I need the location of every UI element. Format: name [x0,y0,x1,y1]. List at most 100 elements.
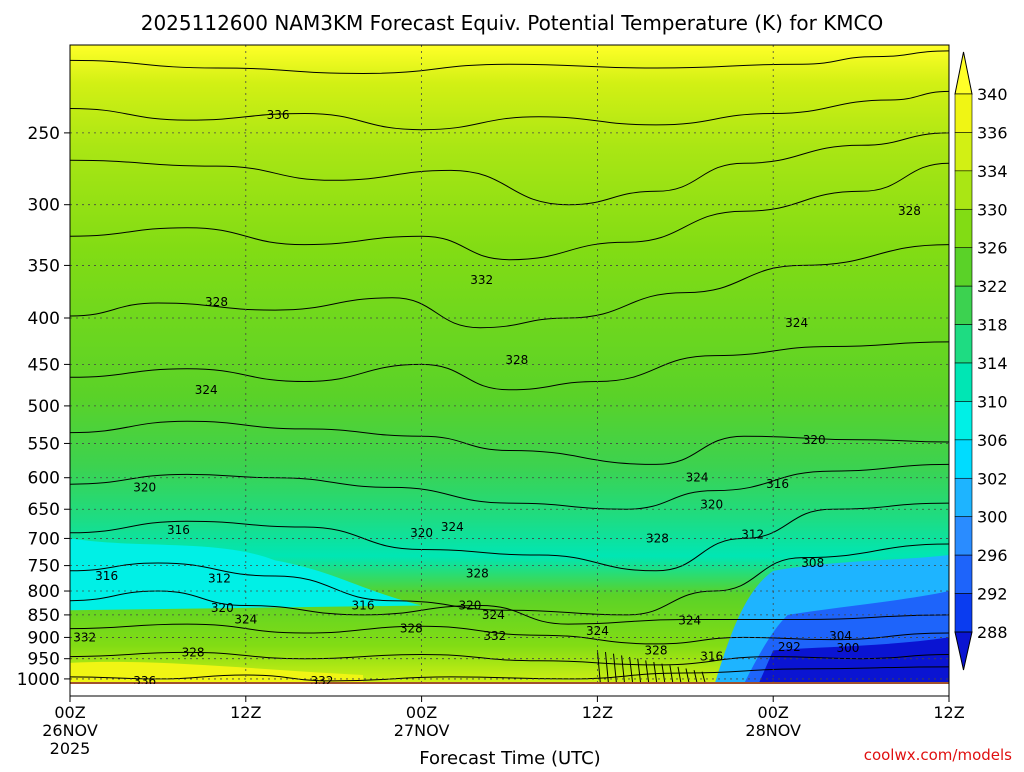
y-tick-label: 700 [28,529,60,549]
contour-label: 320 [803,433,826,447]
colorbar-swatch [954,554,973,594]
contour-line [685,668,690,683]
contour-label: 332 [470,273,493,287]
contour-label: 320 [700,497,723,511]
colorbar-label: 318 [977,316,1008,335]
colorbar-label: 292 [977,585,1008,604]
y-tick-label: 800 [28,582,60,602]
contour-label: 328 [898,204,921,218]
contour-label: 320 [410,526,433,540]
contour-label: 312 [208,572,231,586]
contour-line [653,661,658,683]
y-tick-label: 400 [28,309,60,329]
colorbar-swatch [954,477,973,518]
contour-label: 320 [211,601,234,615]
contour-label: 332 [311,674,334,688]
contour-line [70,162,949,261]
plot-area: 336 332 328 328 324 328 324 320 324 316 320 320 316 3… [70,45,949,688]
contour-label: 332 [483,629,506,643]
y-tick-label: 350 [28,256,60,276]
contour-line [596,650,601,683]
contour-label: 300 [836,641,859,655]
contour-line [645,660,650,683]
contour-label: 308 [801,556,824,570]
x-tick-time: 00Z [54,703,85,722]
contour-line [701,671,706,683]
colorbar-swatch [954,132,973,172]
colorbar-swatch [954,247,973,287]
colorbar-swatch [954,516,973,556]
colorbar-bottom-arrow [954,631,973,671]
contour-label: 316 [352,599,375,613]
contour-label: 324 [785,316,808,330]
colorbar-swatch [954,170,973,210]
contour-label: 320 [133,480,156,494]
colorbar-top-arrow [954,51,973,95]
colorbar-label: 310 [977,392,1008,411]
contour-label: 324 [678,613,701,627]
x-tick-date: 27NOV [394,721,450,740]
contour-label: 324 [195,383,218,397]
contour-label: 316 [167,523,190,537]
source-label: coolwx.com/models [864,746,1012,764]
contour-label: 316 [700,650,723,664]
x-tick-time: 12Z [933,703,964,722]
contour-label: 328 [466,566,489,580]
contour-label: 328 [400,622,423,636]
contour-label: 332 [73,630,96,644]
x-tick-time: 12Z [582,703,613,722]
contour-label: 336 [133,674,156,688]
contour-line [677,666,682,683]
contour-label: 328 [205,295,228,309]
contour-label: 292 [778,640,801,654]
contour-label: 336 [267,108,290,122]
plot-frame [69,44,950,697]
contour-line [605,651,609,683]
x-tick-time: 12Z [230,703,261,722]
y-tick-label: 950 [28,650,60,670]
y-tick-label: 500 [28,397,60,417]
colorbar-swatch [954,362,973,402]
y-tick-label: 850 [28,606,60,626]
y-tick-label: 600 [28,469,60,489]
grid-lines [70,45,949,684]
y-tick-label: 550 [28,434,60,454]
colorbar-label: 336 [977,123,1008,142]
contour-line [70,463,949,510]
colorbar-swatch [954,208,973,249]
contour-label: 312 [741,527,764,541]
colorbar: 340 336 334 330 326 322 318 314 310 306 302 300 296 2… [954,51,1008,671]
contour-lines [70,50,949,683]
x-tick-date: 28NOV [745,721,801,740]
terrain-strip [70,682,949,684]
contour-label: 304 [829,629,852,643]
x-axis-label: Forecast Time (UTC) [419,748,600,768]
colorbar-swatch [954,324,973,364]
contour-label: 320 [458,599,481,613]
colorbar-label: 302 [977,469,1008,488]
y-tick-label: 750 [28,557,60,577]
chart-title: 2025112600 NAM3KM Forecast Equiv. Potent… [141,11,884,35]
y-tick-label: 900 [28,628,60,648]
y-tick-label: 650 [28,500,60,520]
contour-line [70,651,949,666]
colorbar-label: 306 [977,431,1008,450]
contour-line [70,666,949,682]
contour-label: 324 [441,520,464,534]
contour-line [629,656,634,683]
contour-line [70,420,949,465]
contour-label: 328 [646,531,669,545]
contour-line [70,623,949,645]
colorbar-swatch [954,285,973,325]
contour-line [70,341,949,391]
contour-line [613,653,617,683]
contour-line [70,590,949,625]
contour-label: 328 [505,353,528,367]
contour-line [70,90,949,131]
x-tick-year: 2025 [50,739,91,758]
contour-label: 324 [586,624,609,638]
colorbar-swatch [954,593,973,633]
colorbar-label: 288 [977,623,1008,642]
y-tick-label: 1000 [17,670,60,690]
